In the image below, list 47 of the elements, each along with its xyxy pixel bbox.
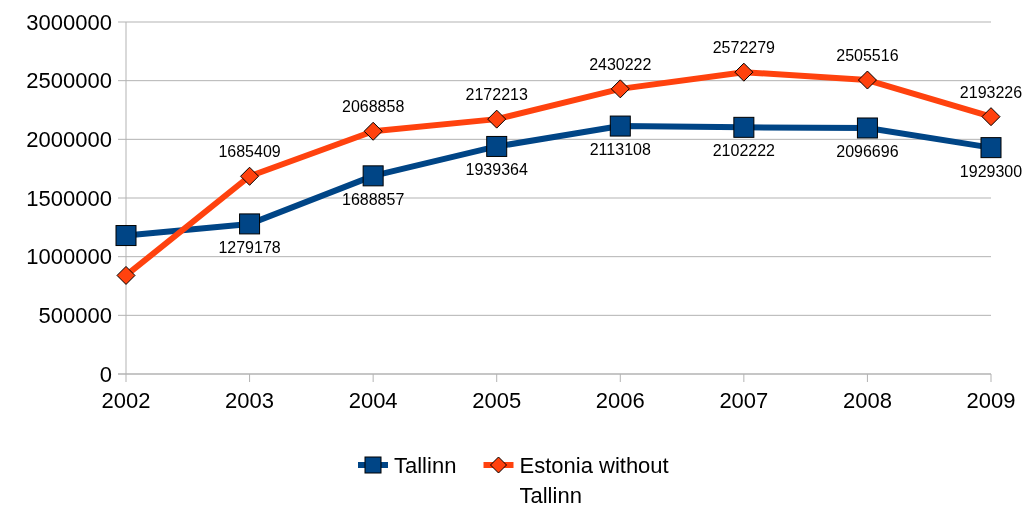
point (856, 117, 878, 139)
data-label: 1279178 (218, 238, 281, 256)
y-tick-label: 500000 (38, 303, 112, 329)
point (362, 165, 384, 187)
y-tick-label: 0 (99, 361, 112, 387)
point (980, 137, 1002, 159)
data-label: 2172213 (465, 86, 528, 104)
data-label: 2102222 (712, 142, 776, 160)
data-label: 1688857 (341, 190, 405, 208)
data-label: 2505516 (836, 47, 899, 65)
point (487, 109, 507, 129)
data-label: 2572279 (712, 39, 776, 57)
x-tick-label: 2004 (348, 388, 398, 413)
point (857, 70, 877, 90)
x-tick-label: 2007 (719, 388, 769, 413)
point (115, 225, 137, 247)
y-tick-label: 1000000 (26, 244, 112, 270)
point (981, 107, 1001, 127)
data-label: 2193226 (959, 83, 1023, 101)
y-tick-label: 1500000 (26, 185, 112, 211)
data-label: 1685409 (218, 143, 281, 161)
point (486, 135, 508, 157)
data-label: 2113108 (589, 141, 651, 159)
point (734, 62, 754, 82)
data-label: 1929300 (959, 162, 1023, 180)
y-tick-label: 2500000 (26, 68, 112, 94)
legend-label: Tallinn (394, 453, 457, 478)
data-label: 2068858 (341, 98, 405, 116)
point (240, 166, 260, 186)
point (363, 121, 383, 141)
x-tick-label: 2003 (225, 388, 275, 413)
x-tick-label: 2009 (966, 388, 1016, 413)
point (610, 79, 630, 99)
point (733, 116, 755, 138)
point (116, 265, 136, 285)
data-label: 1939364 (465, 161, 528, 179)
x-tick-label: 2006 (595, 388, 645, 413)
x-tick-label: 2002 (101, 388, 151, 413)
legend-label: Estonia without Tallinn (519, 453, 669, 508)
data-label: 2096696 (836, 142, 899, 160)
y-tick-label: 2000000 (26, 127, 112, 153)
data-label: 2430222 (589, 55, 652, 73)
x-tick-label: 2005 (472, 388, 522, 413)
point (609, 115, 631, 137)
point (239, 213, 261, 235)
y-tick-label: 3000000 (26, 9, 112, 35)
x-tick-label: 2008 (842, 388, 892, 413)
